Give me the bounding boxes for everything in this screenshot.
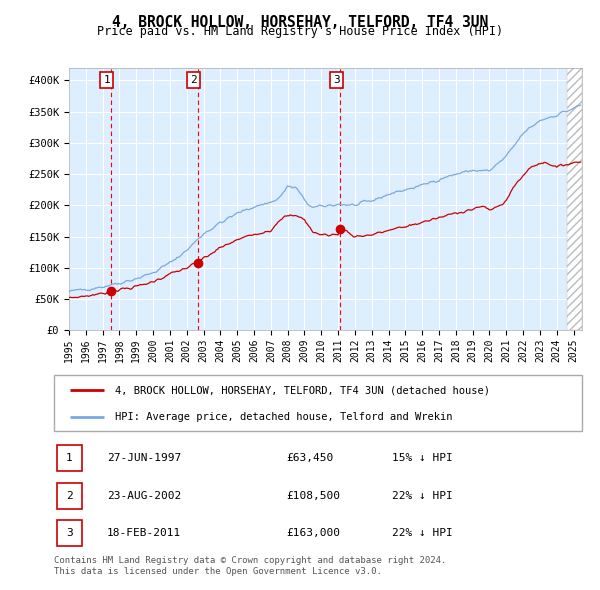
Text: HPI: Average price, detached house, Telford and Wrekin: HPI: Average price, detached house, Telf… (115, 412, 452, 422)
Text: 2: 2 (66, 491, 73, 500)
Text: £63,450: £63,450 (286, 453, 334, 463)
Text: 22% ↓ HPI: 22% ↓ HPI (392, 529, 452, 538)
Text: 4, BROCK HOLLOW, HORSEHAY, TELFORD, TF4 3UN: 4, BROCK HOLLOW, HORSEHAY, TELFORD, TF4 … (112, 15, 488, 30)
Bar (56, 445, 82, 471)
Text: 15% ↓ HPI: 15% ↓ HPI (392, 453, 452, 463)
Text: 23-AUG-2002: 23-AUG-2002 (107, 491, 181, 500)
Text: 3: 3 (333, 75, 340, 84)
Bar (56, 520, 82, 546)
Text: 22% ↓ HPI: 22% ↓ HPI (392, 491, 452, 500)
Text: 3: 3 (66, 529, 73, 538)
Text: 2: 2 (190, 75, 197, 84)
Text: 4, BROCK HOLLOW, HORSEHAY, TELFORD, TF4 3UN (detached house): 4, BROCK HOLLOW, HORSEHAY, TELFORD, TF4 … (115, 385, 490, 395)
Text: Contains HM Land Registry data © Crown copyright and database right 2024.
This d: Contains HM Land Registry data © Crown c… (54, 556, 446, 576)
Text: £108,500: £108,500 (286, 491, 340, 500)
Text: 1: 1 (103, 75, 110, 84)
Text: 27-JUN-1997: 27-JUN-1997 (107, 453, 181, 463)
Text: £163,000: £163,000 (286, 529, 340, 538)
Text: 1: 1 (66, 453, 73, 463)
Bar (566, 68, 582, 330)
FancyBboxPatch shape (54, 375, 582, 431)
Bar (56, 483, 82, 509)
Text: 18-FEB-2011: 18-FEB-2011 (107, 529, 181, 538)
Text: Price paid vs. HM Land Registry's House Price Index (HPI): Price paid vs. HM Land Registry's House … (97, 25, 503, 38)
